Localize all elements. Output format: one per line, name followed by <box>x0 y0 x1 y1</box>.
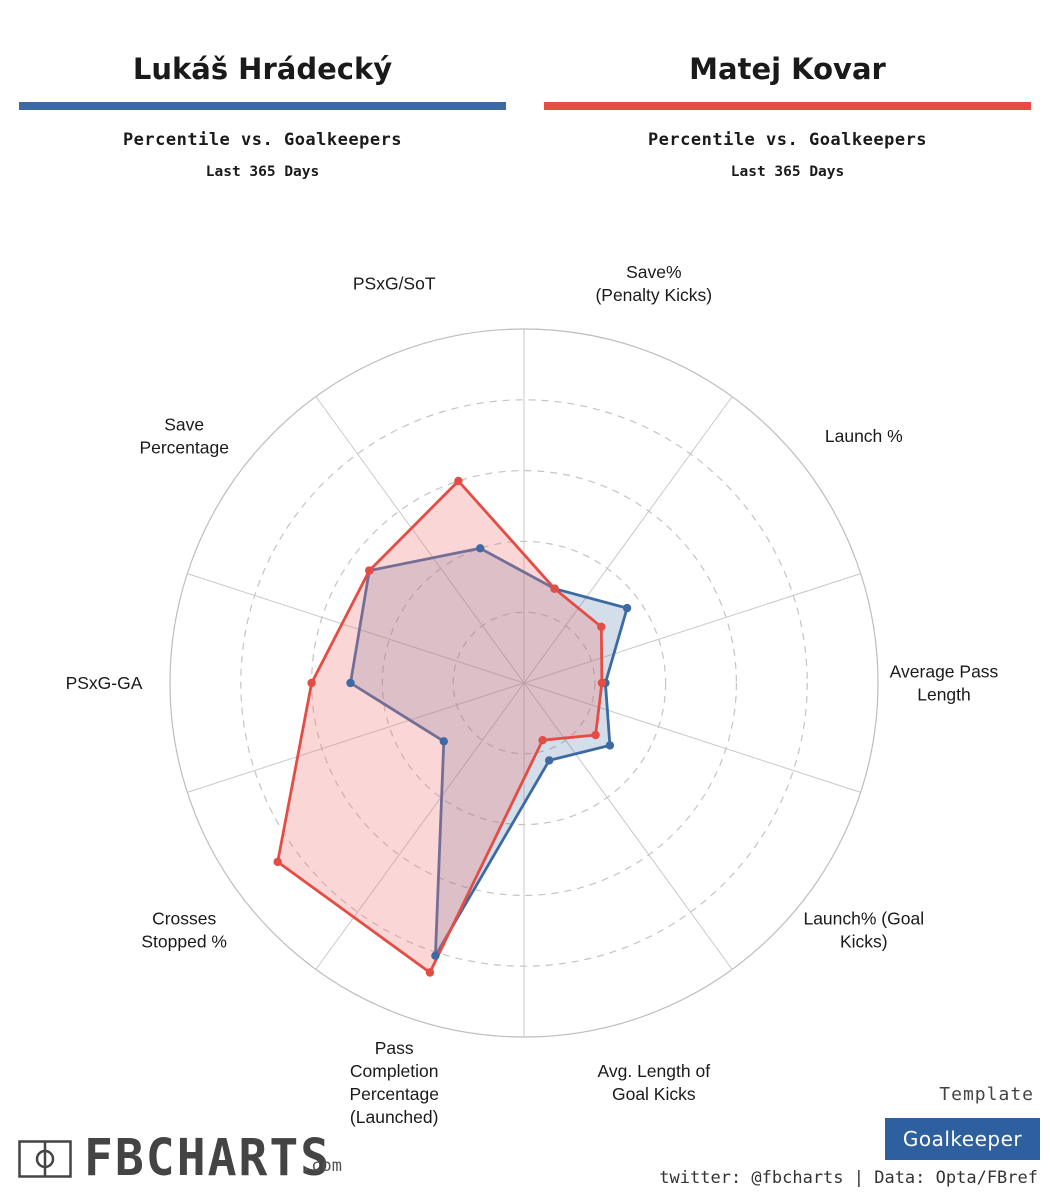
template-label: Template <box>939 1084 1034 1105</box>
chart-period-right: Last 365 Days <box>730 164 845 180</box>
radar-point-left <box>431 951 440 960</box>
chart-subtitle-right: Percentile vs. Goalkeepers <box>647 130 928 150</box>
axis-label-line: PSxG-GA <box>66 673 143 693</box>
axis-label-line: Completion <box>350 1061 439 1081</box>
radar-point-right <box>597 622 606 631</box>
player-name-left: Lukáš Hrádecký <box>132 52 393 86</box>
axis-label-line: Launch% (Goal <box>803 908 924 928</box>
axis-label: Pass Completion Percentage (Launched) <box>349 1038 439 1127</box>
axis-label: Avg. Length of Goal Kicks <box>598 1061 711 1104</box>
player-name-right: Matej Kovar <box>689 52 886 86</box>
axis-label: Average Pass Length <box>890 662 999 705</box>
radar-point-left <box>346 678 355 688</box>
axis-label-line: Average Pass <box>890 662 999 682</box>
radar-spoke <box>187 682 525 793</box>
radar-point-left <box>605 741 615 750</box>
radar-point-left <box>439 737 448 746</box>
axis-label: PSxG-GA <box>66 673 143 693</box>
radar-grid-ring-20 <box>452 611 596 755</box>
axis-label-line: (Penalty Kicks) <box>595 285 712 305</box>
pitch-icon <box>18 1140 72 1178</box>
player-color-bar-right <box>544 102 1031 110</box>
radar-spoke <box>523 682 861 793</box>
radar-spoke <box>187 573 525 684</box>
axis-label-line: PSxG/SoT <box>353 274 436 294</box>
radar-point-right <box>597 678 607 688</box>
axis-label-line: Launch % <box>825 426 903 446</box>
axis-label-line: Crosses <box>152 908 216 928</box>
axis-label-line: Stopped % <box>141 931 227 951</box>
radar-spoke <box>523 682 733 970</box>
axis-label-line: Kicks) <box>840 931 888 951</box>
radar-point-right <box>591 730 600 740</box>
axis-label-line: Avg. Length of <box>598 1061 711 1081</box>
radar-point-left <box>545 756 554 765</box>
radar-spoke <box>315 396 525 684</box>
template-badge: Goalkeeper <box>885 1118 1040 1160</box>
radar-point-left <box>622 603 632 613</box>
radar-spoke <box>523 573 861 684</box>
axis-label-line: Goal Kicks <box>612 1084 696 1104</box>
chart-subtitle-left: Percentile vs. Goalkeepers <box>122 130 403 150</box>
axis-label: Crosses Stopped % <box>141 908 227 951</box>
radar-spoke <box>315 682 525 970</box>
radar-spoke <box>523 396 733 684</box>
axis-label: Save Percentage <box>139 415 229 458</box>
axis-label-line: (Launched) <box>350 1107 439 1127</box>
axis-label-line: Pass <box>375 1038 414 1058</box>
radar-point-right <box>273 857 282 867</box>
logo-text: FBCHARTS <box>84 1128 332 1188</box>
axis-label-line: Percentage <box>139 438 229 458</box>
player-color-bar-left <box>19 102 506 110</box>
chart-period-left: Last 365 Days <box>205 164 320 180</box>
axis-label: PSxG/SoT <box>353 274 436 294</box>
logo-suffix: .com <box>301 1156 342 1176</box>
axis-label-line: Percentage <box>349 1084 439 1104</box>
radar-point-right <box>454 476 463 486</box>
radar-point-right <box>425 968 435 977</box>
radar-point-right <box>365 566 374 575</box>
axis-label-line: Save% <box>626 262 681 282</box>
radar-series-right-player <box>276 479 604 974</box>
axis-label: Launch% (Goal Kicks) <box>803 908 924 951</box>
axis-label: Save% (Penalty Kicks) <box>595 262 712 305</box>
axis-label-line: Length <box>917 685 971 705</box>
axis-label: Launch % <box>825 426 903 446</box>
axis-label-line: Save <box>164 415 204 435</box>
radar-point-right <box>550 584 559 593</box>
radar-point-right <box>307 678 316 688</box>
radar-point-left <box>476 544 485 553</box>
radar-point-right <box>538 736 547 745</box>
data-credit: twitter: @fbcharts | Data: Opta/FBref <box>659 1168 1038 1188</box>
